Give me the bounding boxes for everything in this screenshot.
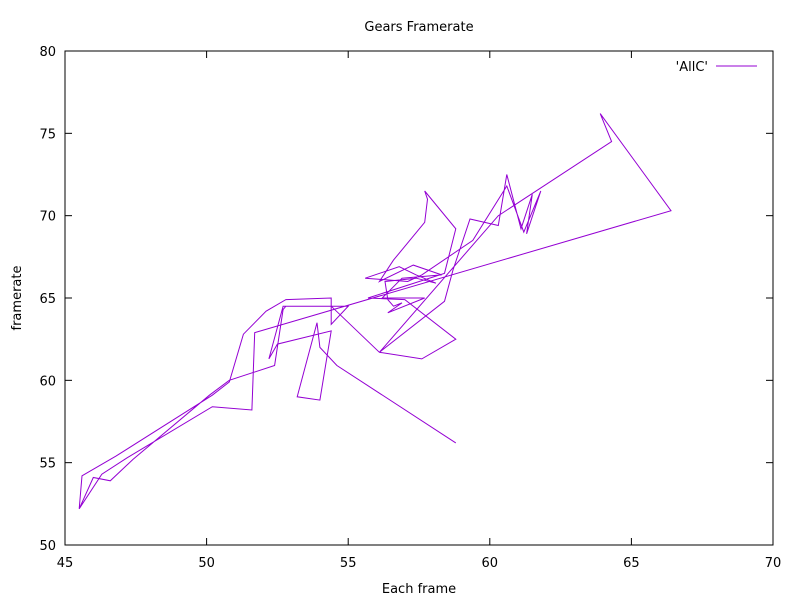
y-tick-label: 55 bbox=[39, 457, 56, 472]
series-line-0 bbox=[78, 113, 672, 510]
x-tick-label: 50 bbox=[198, 556, 215, 571]
legend: 'AllC' bbox=[676, 60, 757, 75]
y-tick-label: 80 bbox=[39, 45, 56, 60]
x-tick-label: 65 bbox=[623, 556, 640, 571]
y-tick-label: 50 bbox=[39, 539, 56, 554]
y-axis-label: framerate bbox=[10, 266, 25, 331]
chart-title: Gears Framerate bbox=[364, 20, 473, 35]
x-tick-label: 70 bbox=[765, 556, 782, 571]
y-tick-label: 60 bbox=[39, 374, 56, 389]
x-tick-label: 55 bbox=[340, 556, 357, 571]
y-tick-label: 65 bbox=[39, 292, 56, 307]
x-tick-label: 60 bbox=[482, 556, 499, 571]
x-axis-label: Each frame bbox=[382, 582, 456, 597]
x-tick-label: 45 bbox=[57, 556, 74, 571]
y-tick-label: 75 bbox=[39, 127, 56, 142]
y-tick-label: 70 bbox=[39, 210, 56, 225]
legend-label: 'AllC' bbox=[676, 60, 708, 75]
